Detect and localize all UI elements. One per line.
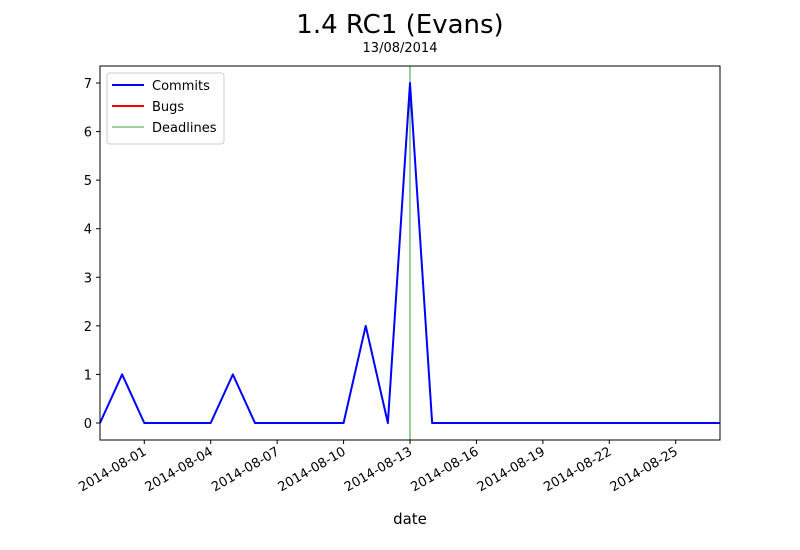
y-tick-label: 1 xyxy=(84,368,92,383)
legend: Commits Bugs Deadlines xyxy=(106,72,225,145)
x-tick-label: 2014-08-25 xyxy=(608,444,681,495)
x-tick-label: 2014-08-13 xyxy=(342,444,415,495)
y-tick-label: 6 xyxy=(84,126,92,141)
x-tick-label: 2014-08-01 xyxy=(76,444,149,495)
chart-title: 1.4 RC1 (Evans) xyxy=(296,10,503,40)
x-tick-label: 2014-08-10 xyxy=(276,444,349,495)
y-tick-label: 5 xyxy=(84,174,92,189)
x-tick-label: 2014-08-19 xyxy=(475,444,548,495)
y-tick-label: 7 xyxy=(84,77,92,92)
legend-label-bugs: Bugs xyxy=(152,100,184,115)
y-tick-label: 3 xyxy=(84,271,92,286)
x-tick-label: 2014-08-04 xyxy=(143,444,216,495)
series-line-commits xyxy=(99,82,720,424)
x-tick-label: 2014-08-22 xyxy=(541,444,614,495)
legend-box xyxy=(106,72,225,145)
y-tick-label: 2 xyxy=(84,320,92,335)
x-tick-label: 2014-08-16 xyxy=(408,444,481,495)
x-tick-label: 2014-08-07 xyxy=(209,444,282,495)
x-axis-label: date xyxy=(393,510,427,528)
plot-frame xyxy=(99,65,721,441)
y-tick-label: 4 xyxy=(84,223,92,238)
legend-label-deadlines: Deadlines xyxy=(152,121,217,136)
legend-label-commits: Commits xyxy=(152,79,210,94)
y-tick-label: 0 xyxy=(84,417,92,432)
chart-subtitle: 13/08/2014 xyxy=(363,41,438,56)
